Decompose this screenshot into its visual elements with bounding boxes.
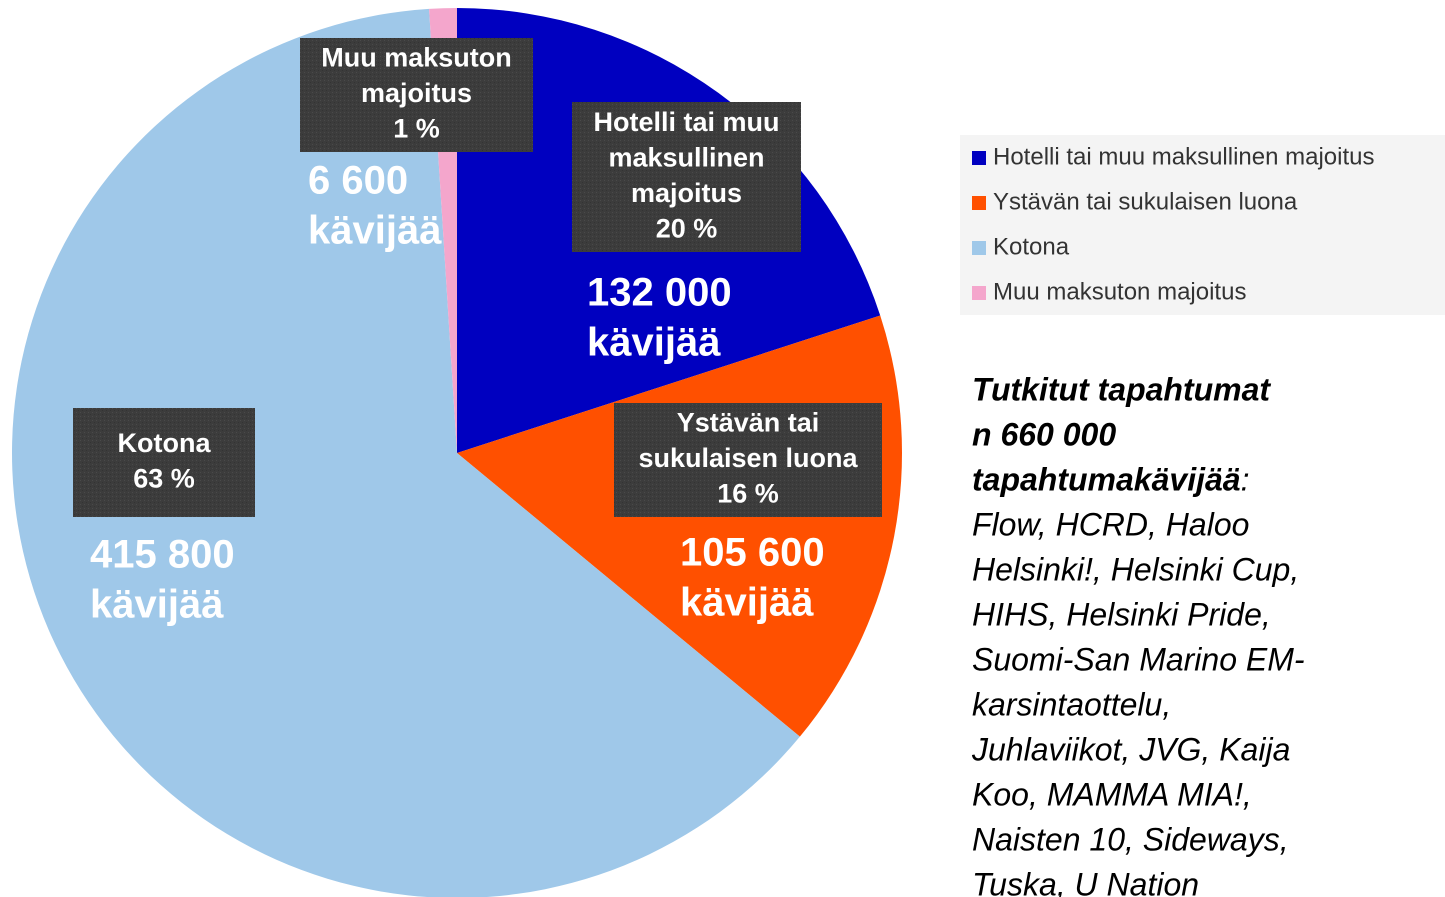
pie-slice [12,8,800,897]
note-line: Koo, MAMMA MIA!, [972,776,1252,812]
legend-label: Muu maksuton majoitus [993,278,1246,305]
slice-label: Ystävän tai [677,408,820,438]
note-line: Flow, HCRD, Haloo [972,506,1249,542]
slice-label: Muu maksuton [321,43,512,73]
label-box [614,403,882,517]
value-label: 1 % [393,114,440,144]
slice-label: maksullinen [608,142,764,172]
slice-label: majoitus [361,78,472,108]
label-box [73,408,255,517]
value-label: 16 % [717,479,779,509]
legend-label: Ystävän tai sukulaisen luona [993,188,1298,215]
note-heading: n 660 000 [972,416,1116,452]
legend-box [960,135,1445,315]
note-heading: Tutkitut tapahtumat [972,371,1271,407]
visitor-label: 415 800 [90,533,235,577]
note-line: Juhlaviikot, JVG, Kaija [971,731,1290,767]
visitor-label: 132 000 [587,271,732,315]
visitor-label: kävijää [587,321,721,365]
visitor-label: 105 600 [680,531,825,575]
legend-swatch [972,196,986,210]
visitor-label: 6 600 [308,159,408,203]
slice-label: Hotelli tai muu [593,107,779,137]
value-label: 63 % [133,463,195,493]
visitor-label: kävijää [308,209,442,253]
legend-swatch [972,151,986,165]
legend-label: Kotona [993,233,1070,260]
note-line: Tuska, U Nation [972,866,1199,897]
note-colon: : [1241,461,1250,497]
legend-label: Hotelli tai muu maksullinen majoitus [993,143,1375,170]
legend-swatch [972,286,986,300]
slice-label: majoitus [631,178,742,208]
label-box [572,102,801,252]
slice-label: sukulaisen luona [638,443,858,473]
note-line: Suomi-San Marino EM- [972,641,1305,677]
note-heading: tapahtumakävijää [972,461,1241,497]
value-label: 20 % [656,213,718,243]
note-line: HIHS, Helsinki Pride, [972,596,1271,632]
note-line: Naisten 10, Sideways, [972,821,1289,857]
visitor-label: kävijää [680,581,814,625]
visitor-label: kävijää [90,583,224,627]
label-box [300,38,533,152]
slice-label: Kotona [118,428,212,458]
note-line: karsintaottelu, [972,686,1171,722]
note-line: Helsinki!, Helsinki Cup, [972,551,1299,587]
legend-swatch [972,241,986,255]
